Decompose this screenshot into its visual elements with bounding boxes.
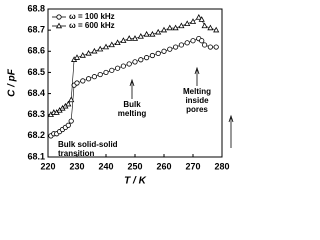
data-point: [79, 52, 86, 58]
data-point: [137, 33, 144, 39]
data-point: [198, 16, 205, 22]
data-point: [131, 35, 139, 41]
data-point: [80, 78, 86, 84]
x-tick-label: 280: [214, 161, 229, 171]
data-point: [207, 44, 213, 50]
data-point: [195, 14, 202, 20]
data-point: [126, 61, 132, 67]
x-tick-label: 270: [185, 161, 200, 171]
y-tick-label: 68.7: [27, 25, 45, 35]
y-axis-label: C / pF: [7, 68, 18, 97]
data-point: [178, 22, 185, 29]
y-tick-label: 68.2: [27, 130, 45, 140]
data-point: [199, 38, 205, 44]
data-point: [65, 122, 71, 128]
data-point: [161, 48, 167, 54]
data-point: [97, 71, 103, 78]
data-point: [201, 22, 208, 29]
data-point: [126, 35, 133, 41]
legend-marker: [55, 22, 63, 29]
data-point: [143, 30, 150, 37]
annotation: Bulk solid-solid: [58, 140, 118, 149]
y-tick-label: 68.5: [27, 67, 45, 77]
data-point: [155, 28, 162, 35]
data-point: [144, 55, 150, 61]
data-point: [86, 76, 92, 82]
data-point: [115, 65, 121, 71]
data-point: [166, 24, 173, 31]
data-point: [109, 67, 115, 73]
data-point: [189, 18, 197, 24]
legend-label: ω = 100 kHz: [69, 12, 115, 21]
data-point: [85, 49, 92, 56]
data-point: [120, 63, 127, 69]
data-point: [73, 54, 81, 60]
x-tick-label: 240: [98, 161, 113, 171]
annotation: Bulk: [123, 100, 141, 109]
data-point: [65, 100, 72, 107]
y-tick-label: 68.6: [27, 46, 45, 56]
data-point: [167, 46, 173, 52]
data-point: [178, 42, 184, 48]
x-tick-label: 230: [69, 161, 84, 171]
data-point: [213, 26, 220, 33]
y-tick-label: 68.4: [27, 88, 45, 98]
data-point: [120, 37, 127, 43]
x-tick-label: 250: [127, 161, 142, 171]
annotation: Melting: [183, 87, 211, 96]
data-point: [103, 69, 109, 76]
x-tick-label: 260: [156, 161, 171, 171]
data-point: [74, 80, 80, 86]
data-point: [207, 24, 214, 31]
y-tick-label: 68.1: [27, 151, 45, 161]
data-point: [108, 41, 115, 48]
data-point: [172, 24, 179, 31]
data-point: [184, 40, 190, 46]
y-tick-label: 68.3: [27, 109, 45, 119]
data-point: [132, 59, 138, 65]
data-point: [91, 47, 98, 54]
annotation: pores: [186, 105, 208, 114]
data-point: [114, 39, 121, 46]
data-point: [202, 42, 208, 48]
legend-marker: [56, 14, 62, 20]
data-point: [184, 20, 191, 27]
data-point: [138, 57, 144, 63]
data-point: [173, 44, 179, 50]
data-point: [149, 52, 155, 59]
data-point: [68, 118, 74, 124]
annotation: inside: [185, 96, 209, 105]
data-point: [149, 30, 156, 37]
data-point: [68, 96, 75, 103]
annotation: melting: [118, 109, 147, 118]
x-axis-label: T / K: [124, 176, 146, 187]
legend-label: ω = 600 kHz: [69, 21, 115, 30]
annotation: transition: [58, 149, 95, 158]
chart: C / pF T / K 68.1 68.2 68.3 68.4 68.5 68.6 68.…: [7, 3, 234, 187]
data-point: [213, 44, 219, 50]
annotation-arrows: [129, 66, 234, 148]
data-point: [102, 43, 110, 50]
data-point: [160, 26, 168, 33]
data-point: [91, 74, 98, 80]
data-point: [190, 38, 196, 44]
data-point: [155, 50, 161, 57]
data-point: [97, 45, 104, 52]
y-tick-label: 68.8: [27, 3, 45, 13]
x-tick-label: 220: [40, 161, 55, 171]
